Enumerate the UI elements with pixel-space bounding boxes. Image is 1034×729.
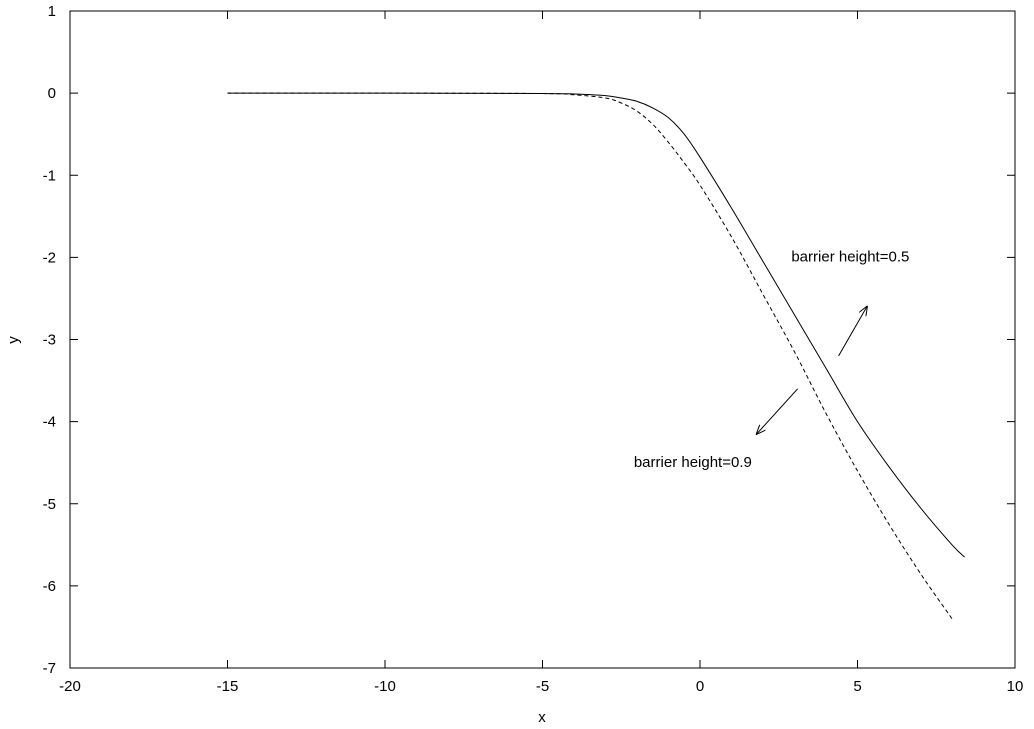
y-tick-label: 0 [48, 85, 56, 102]
y-tick-label: -2 [43, 249, 56, 266]
y-tick-label: 1 [48, 3, 56, 20]
x-tick-label: -15 [217, 678, 239, 695]
x-tick-label: 5 [853, 678, 861, 695]
plot-layer [227, 92, 965, 620]
x-tick-label: -5 [536, 678, 549, 695]
series-line-2 [227, 92, 953, 620]
y-tick-label: -5 [43, 496, 56, 513]
x-tick-label: 10 [1007, 678, 1024, 695]
annotation-label-1: barrier height=0.5 [791, 248, 909, 265]
y-tick-label: -6 [43, 578, 56, 595]
x-tick-label: -20 [59, 678, 81, 695]
x-axis-label: x [538, 709, 546, 726]
x-tick-label: 0 [696, 678, 704, 695]
annotation-arrow-2 [757, 388, 799, 434]
y-tick-label: -1 [43, 167, 56, 184]
y-tick-label: -7 [43, 660, 56, 677]
ticks-layer [69, 10, 1016, 669]
annotation-label-2: barrier height=0.9 [634, 454, 752, 471]
annotation-arrow-1 [838, 307, 867, 357]
y-tick-label: -3 [43, 332, 56, 349]
y-tick-label: -4 [43, 414, 56, 431]
x-tick-label: -10 [374, 678, 396, 695]
y-axis-label: y [5, 336, 22, 344]
